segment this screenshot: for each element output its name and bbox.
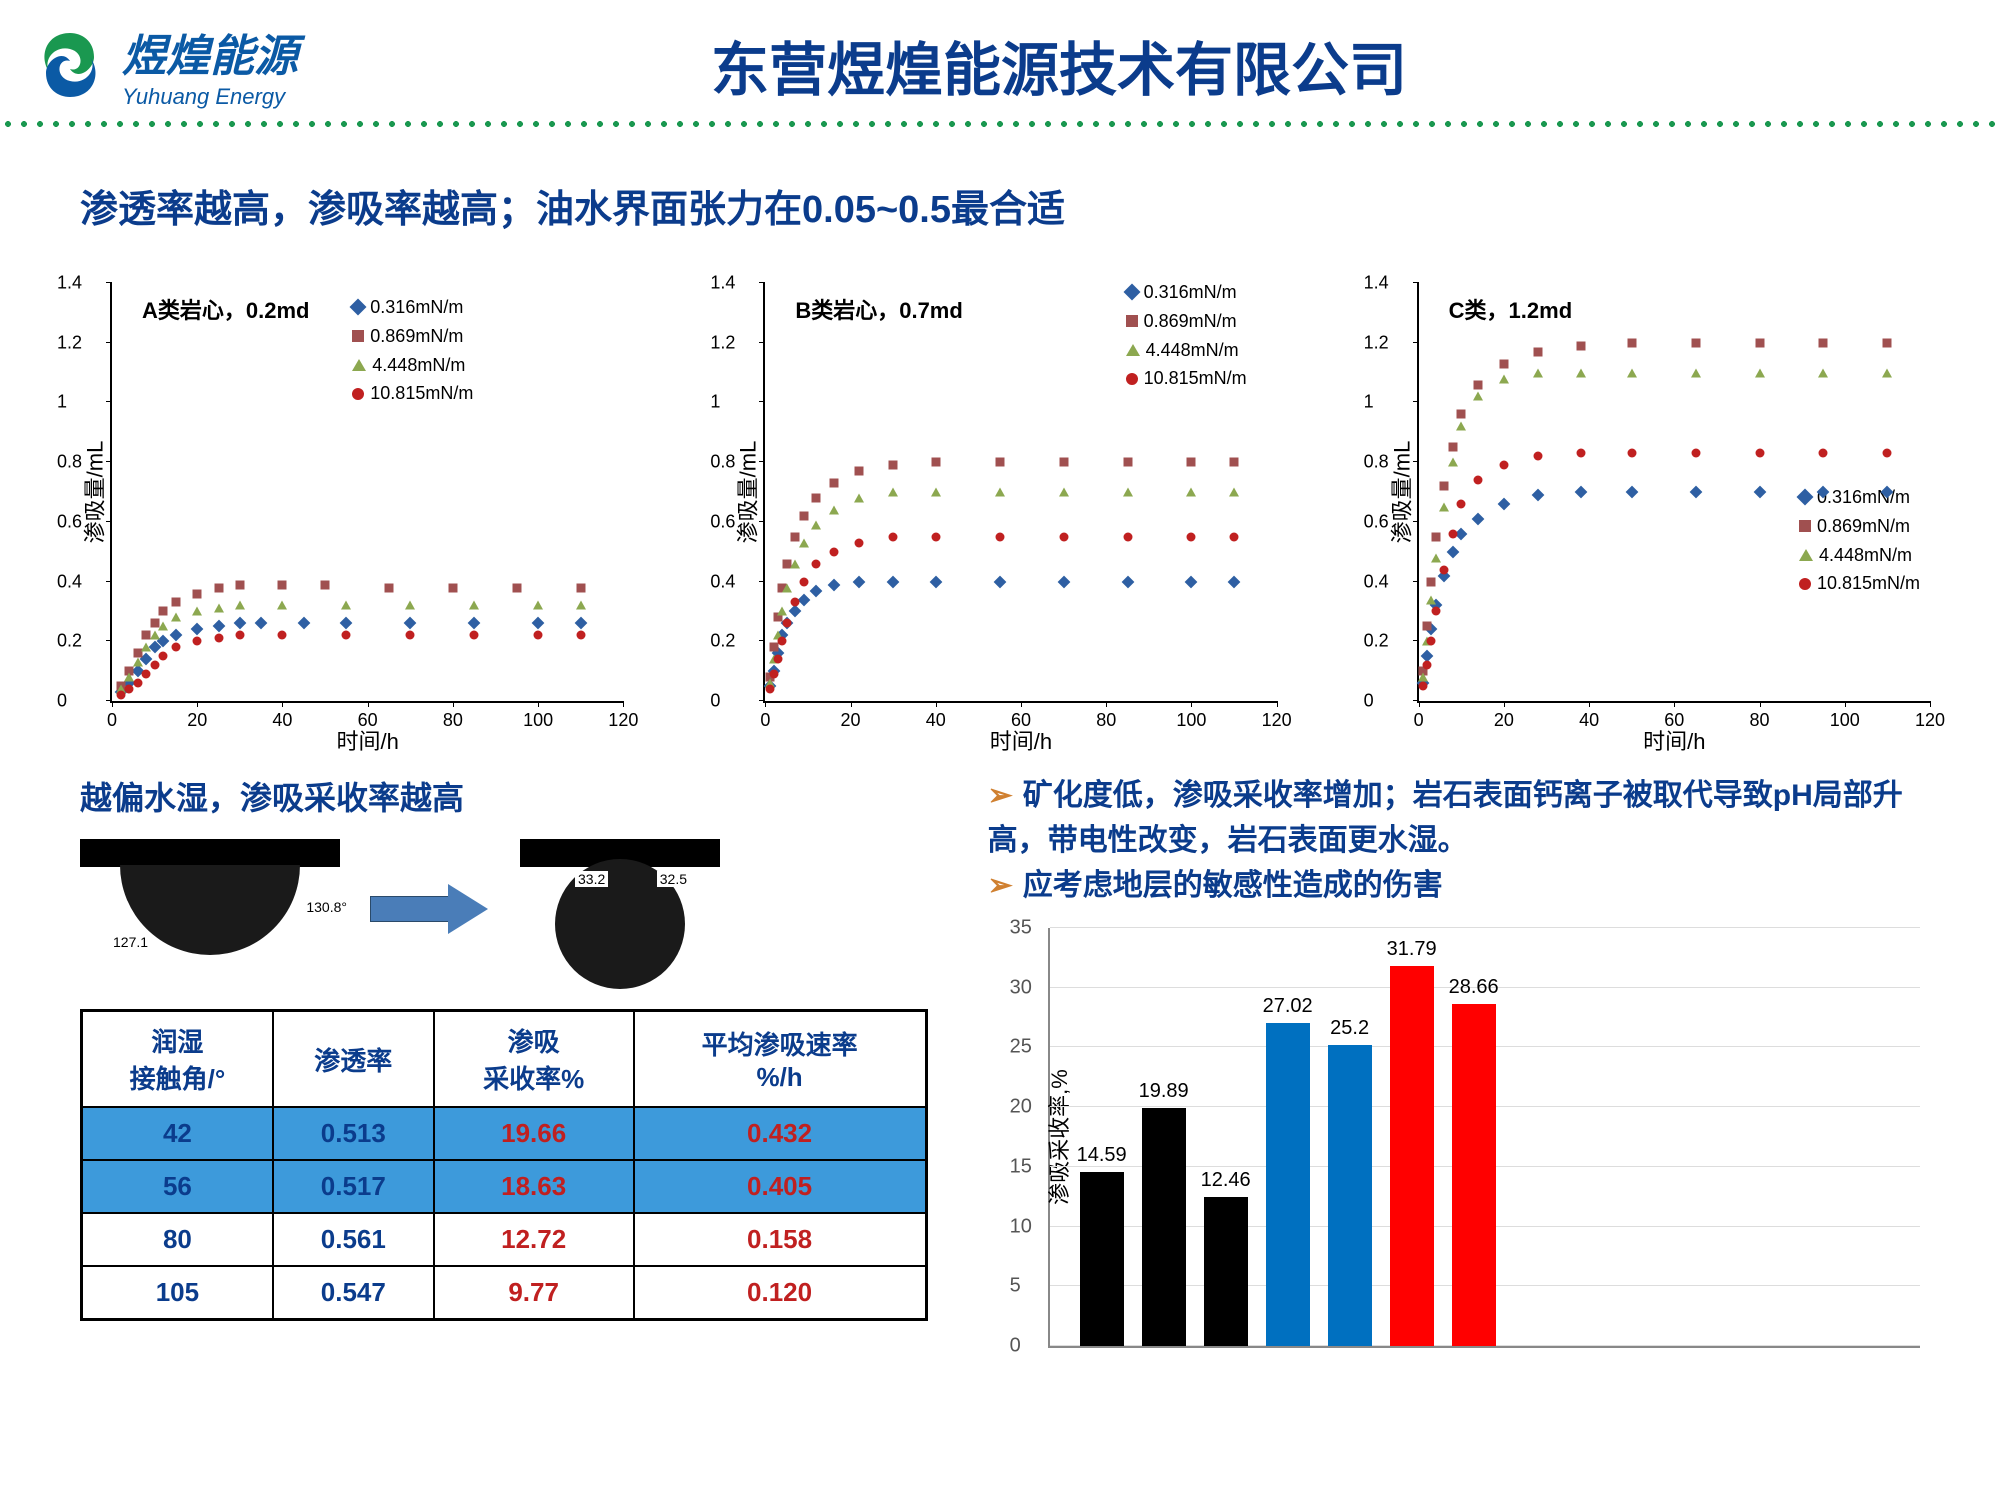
droplet-after: 33.2 32.5 bbox=[520, 839, 720, 979]
bar: 31.79 bbox=[1390, 966, 1434, 1346]
table-header: 渗吸采收率% bbox=[434, 1011, 634, 1108]
table-header: 润湿接触角/° bbox=[82, 1011, 273, 1108]
chart-legend: 0.316mN/m0.869mN/m4.448mN/m10.815mN/m bbox=[1799, 483, 1920, 598]
bar: 25.2 bbox=[1328, 1045, 1372, 1346]
header: 煜煌能源 Yuhuang Energy 东营煜煌能源技术有限公司 bbox=[0, 0, 2000, 120]
chart-legend: 0.316mN/m0.869mN/m4.448mN/m10.815mN/m bbox=[352, 293, 473, 408]
arrow-right-icon bbox=[370, 884, 490, 934]
table-header: 渗透率 bbox=[273, 1011, 434, 1108]
table-header: 平均渗吸速率%/h bbox=[634, 1011, 927, 1108]
bar-chart: 渗吸采收率,% 2-1，40000mg·L-12-2，40000mg·L-12-… bbox=[1048, 928, 1920, 1348]
y-axis-label: 渗吸量/mL bbox=[1384, 441, 1416, 544]
chart-title: B类岩心，0.7md bbox=[795, 293, 962, 325]
table-row: 560.51718.630.405 bbox=[82, 1160, 927, 1213]
wettability-table: 润湿接触角/°渗透率渗吸采收率%平均渗吸速率%/h420.51319.660.4… bbox=[80, 1009, 928, 1321]
bullet-item: ➢矿化度低，渗吸采收率增加；岩石表面钙离子被取代导致pH局部升高，带电性改变，岩… bbox=[988, 773, 1920, 863]
divider bbox=[0, 120, 2000, 128]
left-caption: 越偏水湿，渗吸采收率越高 bbox=[80, 773, 928, 819]
table-row: 800.56112.720.158 bbox=[82, 1213, 927, 1266]
page-title: 东营煜煌能源技术有限公司 bbox=[148, 23, 1970, 107]
table-row: 420.51319.660.432 bbox=[82, 1107, 927, 1160]
right-column: ➢矿化度低，渗吸采收率增加；岩石表面钙离子被取代导致pH局部升高，带电性改变，岩… bbox=[988, 773, 1920, 1348]
contact-angle-images: 127.1 130.8° 33.2 32.5 bbox=[80, 839, 928, 979]
chart-title: C类，1.2md bbox=[1449, 293, 1572, 325]
table-row: 1050.5479.770.120 bbox=[82, 1266, 927, 1320]
bar-y-label: 渗吸采收率,% bbox=[1041, 1069, 1073, 1205]
company-logo-icon bbox=[30, 25, 110, 105]
left-column: 越偏水湿，渗吸采收率越高 127.1 130.8° 33.2 32.5 润湿接触… bbox=[80, 773, 928, 1348]
bar: 12.46 bbox=[1204, 1197, 1248, 1346]
scatter-charts-row: A类岩心，0.2md渗吸量/mL时间/h00.20.40.60.811.21.4… bbox=[0, 253, 2000, 773]
bullet-item: ➢应考虑地层的敏感性造成的伤害 bbox=[988, 863, 1920, 908]
section-subtitle: 渗透率越高，渗吸率越高；油水界面张力在0.05~0.5最合适 bbox=[0, 158, 2000, 253]
scatter-chart-0: A类岩心，0.2md渗吸量/mL时间/h00.20.40.60.811.21.4… bbox=[110, 283, 623, 703]
chart-title: A类岩心，0.2md bbox=[142, 293, 309, 325]
bar: 19.89 bbox=[1142, 1108, 1186, 1346]
y-axis-label: 渗吸量/mL bbox=[731, 441, 763, 544]
scatter-chart-1: B类岩心，0.7md渗吸量/mL时间/h00.20.40.60.811.21.4… bbox=[763, 283, 1276, 703]
chart-legend: 0.316mN/m0.869mN/m4.448mN/m10.815mN/m bbox=[1126, 278, 1247, 393]
bar: 27.02 bbox=[1266, 1023, 1310, 1346]
y-axis-label: 渗吸量/mL bbox=[77, 441, 109, 544]
scatter-chart-2: C类，1.2md渗吸量/mL时间/h00.20.40.60.811.21.402… bbox=[1417, 283, 1930, 703]
bullet-list: ➢矿化度低，渗吸采收率增加；岩石表面钙离子被取代导致pH局部升高，带电性改变，岩… bbox=[988, 773, 1920, 908]
bar: 14.59 bbox=[1080, 1172, 1124, 1346]
bar: 28.66 bbox=[1452, 1004, 1496, 1346]
droplet-before: 127.1 130.8° bbox=[80, 839, 340, 979]
